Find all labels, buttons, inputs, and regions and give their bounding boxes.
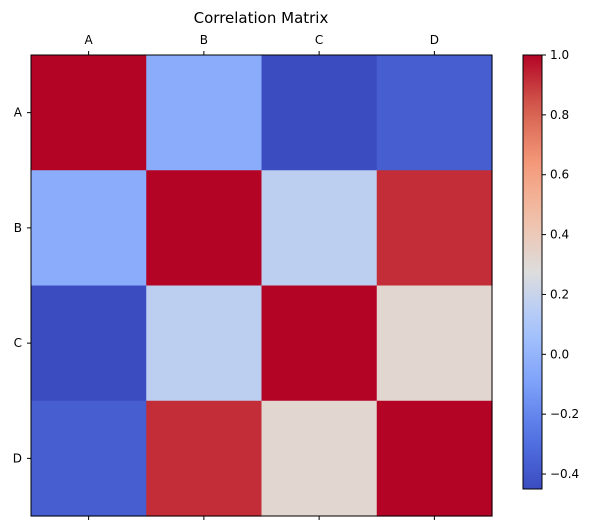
- colorbar-tick-label: −0.4: [550, 467, 579, 481]
- heatmap-cell-c-d: [376, 285, 493, 402]
- x-tick-label: C: [315, 33, 323, 47]
- colorbar-tick-label: 0.0: [550, 347, 569, 361]
- heatmap-cell-d-c: [261, 400, 378, 517]
- heatmap-cell-d-d: [376, 400, 493, 517]
- heatmap-cell-a-a: [31, 55, 147, 171]
- y-axis-ticks: A B C D: [13, 106, 31, 465]
- heatmap-cells: [31, 55, 493, 517]
- heatmap-cell-b-d: [376, 170, 493, 287]
- x-tick-label: D: [430, 33, 439, 47]
- heatmap-cell-b-b: [146, 170, 263, 287]
- x-tick-label: A: [85, 33, 94, 47]
- colorbar-tick-label: 0.4: [550, 228, 569, 242]
- colorbar-ticks: 1.0 0.8 0.6 0.4 0.2 0.0 −0.2 −0.4: [542, 48, 579, 481]
- colorbar-tick-label: 1.0: [550, 48, 569, 62]
- heatmap-cell-a-d: [376, 55, 493, 171]
- heatmap-cell-a-b: [146, 55, 263, 171]
- heatmap-cell-b-a: [31, 170, 147, 287]
- colorbar-tick-label: −0.2: [550, 407, 579, 421]
- colorbar-tick-label: 0.6: [550, 168, 569, 182]
- y-tick-label: B: [14, 221, 22, 235]
- chart-title: Correlation Matrix: [194, 9, 329, 27]
- y-tick-label: A: [14, 106, 23, 120]
- x-tick-label: B: [200, 33, 208, 47]
- heatmap-cell-b-c: [261, 170, 378, 287]
- heatmap-cell-c-c: [261, 285, 378, 402]
- heatmap-cell-c-b: [146, 285, 263, 402]
- plot-frame: [30, 54, 493, 517]
- x-axis-ticks: A B C D: [85, 33, 439, 520]
- colorbar: [522, 54, 543, 490]
- y-tick-label: C: [14, 336, 22, 350]
- heatmap-cell-d-a: [31, 400, 147, 517]
- heatmap-cell-a-c: [261, 55, 378, 171]
- heatmap-cell-c-a: [31, 285, 147, 402]
- colorbar-tick-label: 0.8: [550, 108, 569, 122]
- heatmap-cell-d-b: [146, 400, 263, 517]
- colorbar-tick-label: 0.2: [550, 287, 569, 301]
- y-tick-label: D: [13, 451, 22, 465]
